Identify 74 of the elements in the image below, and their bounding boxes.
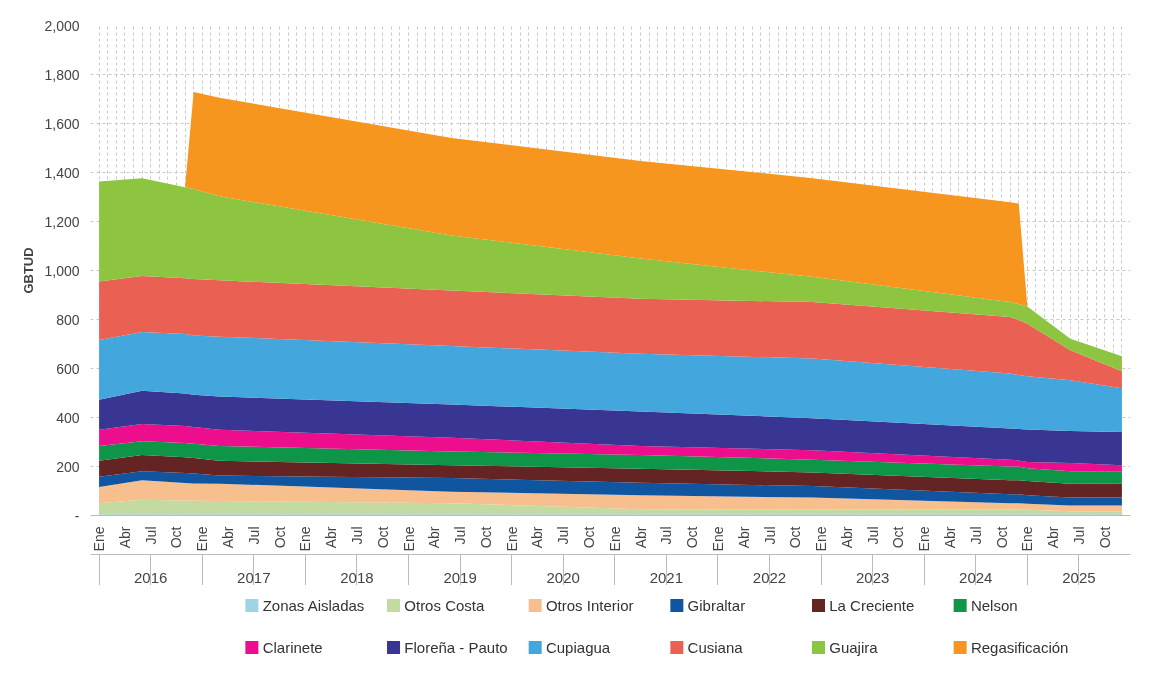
- x-tick-label: Jul: [967, 526, 984, 545]
- x-tick-label: Ene: [709, 526, 726, 552]
- x-tick-label: Oct: [374, 526, 391, 549]
- legend-label: Regasificación: [970, 639, 1069, 656]
- x-tick-label: Abr: [323, 526, 340, 549]
- x2-tick-label: 2019: [443, 568, 477, 586]
- x-tick-label: Ene: [916, 526, 933, 552]
- x-tick-label: Ene: [813, 526, 830, 552]
- x-tick-label: Jul: [864, 526, 881, 545]
- legend-label: Otros Costa: [404, 597, 485, 614]
- x-tick-label: Abr: [220, 526, 237, 549]
- x2-tick-label: 2024: [959, 568, 993, 586]
- x2-tick-label: 2018: [340, 568, 374, 586]
- legend-label: Clarinete: [262, 639, 323, 656]
- x-tick-label: Jul: [761, 526, 778, 545]
- x-tick-label: Abr: [942, 526, 958, 549]
- x-tick-label: Ene: [606, 526, 623, 552]
- legend-label: Nelson: [970, 597, 1018, 614]
- x-tick-label: Ene: [503, 526, 520, 552]
- x-tick-label: Jul: [658, 526, 675, 545]
- y-tick-label: 1,200: [44, 213, 80, 230]
- x-tick-label: Ene: [194, 526, 211, 552]
- x2-tick-label: 2017: [237, 568, 271, 586]
- x-tick-label: Oct: [1096, 526, 1113, 549]
- y-tick-label: 200: [56, 458, 80, 475]
- x-tick-label: Abr: [1045, 526, 1062, 549]
- legend-label: Otros Interior: [545, 597, 634, 614]
- x-tick-label: Abr: [116, 526, 133, 549]
- x-tick-label: Abr: [838, 526, 855, 549]
- x2-tick-label: 2025: [1062, 568, 1096, 586]
- x-tick-label: Oct: [684, 526, 701, 549]
- y-tick-label: 400: [56, 409, 80, 426]
- legend-label: Floreña - Pauto: [404, 639, 508, 656]
- x-tick-label: Oct: [787, 526, 804, 549]
- x-tick-label: Oct: [581, 526, 598, 549]
- y-axis-title: GBTUD: [21, 247, 37, 294]
- x-tick-label: Jul: [1070, 526, 1087, 545]
- x-tick-label: Ene: [91, 526, 108, 552]
- y-tick-label: 2,000: [44, 17, 80, 34]
- x2-tick-label: 2020: [546, 568, 580, 586]
- x2-tick-label: 2021: [649, 568, 684, 586]
- y-tick-label: 1,400: [44, 164, 80, 181]
- y-tick-label: -: [74, 507, 80, 524]
- legend-label: La Creciente: [829, 597, 915, 614]
- y-tick-label: 1,600: [44, 115, 80, 132]
- x2-tick-label: 2016: [133, 568, 168, 586]
- legend-label: Zonas Aisladas: [262, 597, 365, 614]
- x-tick-label: Ene: [1019, 526, 1036, 552]
- x-tick-label: Jul: [452, 526, 469, 545]
- legend-label: Cupiagua: [545, 639, 611, 656]
- x-tick-label: Oct: [993, 526, 1010, 549]
- x-tick-label: Ene: [297, 526, 314, 552]
- x-tick-label: Abr: [529, 526, 546, 549]
- y-tick-label: 600: [56, 360, 80, 377]
- x-tick-label: Abr: [632, 526, 649, 549]
- y-tick-label: 800: [56, 311, 80, 328]
- x-tick-label: Oct: [168, 526, 185, 549]
- x-tick-label: Oct: [890, 526, 907, 549]
- x2-tick-label: 2022: [752, 568, 787, 586]
- x-tick-label: Jul: [142, 526, 159, 545]
- x-tick-label: Jul: [348, 526, 365, 545]
- x-tick-label: Oct: [477, 526, 494, 549]
- legend-label: Gibraltar: [687, 597, 746, 614]
- legend-label: Cusiana: [687, 639, 744, 656]
- x2-tick-label: 2023: [855, 568, 890, 586]
- x-tick-label: Jul: [245, 526, 262, 545]
- x-tick-label: Jul: [555, 526, 572, 545]
- y-tick-label: 1,800: [44, 66, 80, 83]
- x-tick-label: Ene: [400, 526, 417, 552]
- legend-label: Guajira: [829, 639, 879, 656]
- x-tick-label: Abr: [735, 526, 752, 549]
- x-tick-label: Oct: [271, 526, 288, 549]
- y-tick-label: 1,000: [44, 262, 80, 279]
- x-tick-label: Abr: [426, 526, 443, 549]
